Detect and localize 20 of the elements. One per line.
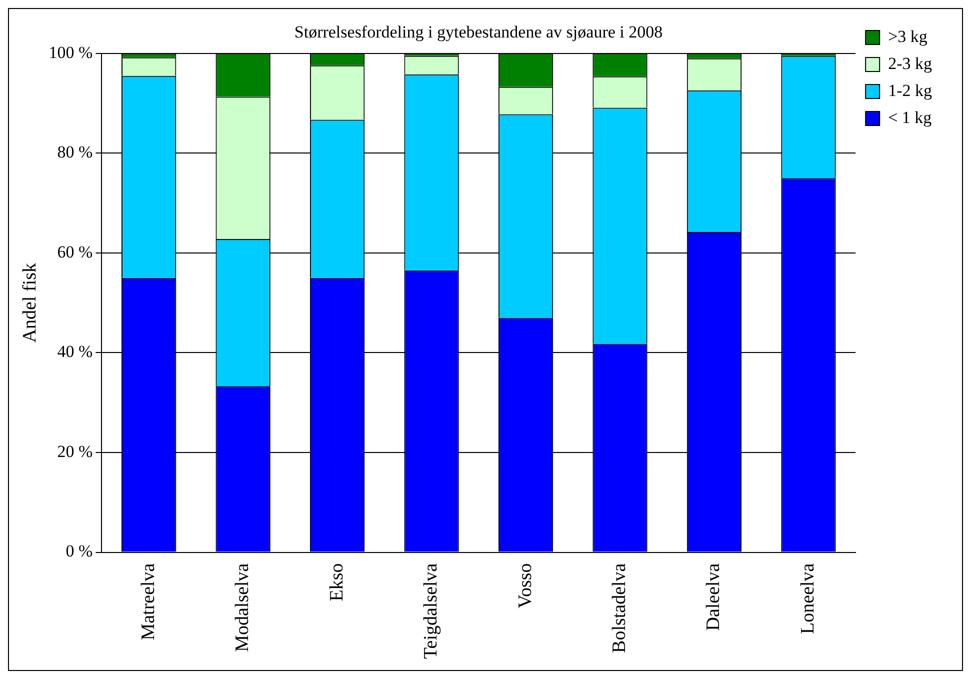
chart-title: Størrelsesfordeling i gytebestandene av sjøaure i 2008 <box>294 22 663 42</box>
y-tick-label: 100 % <box>48 42 93 62</box>
legend-label: < 1 kg <box>888 108 932 127</box>
y-tick-label: 20 % <box>57 442 93 461</box>
legend-label: 1-2 kg <box>888 80 932 100</box>
x-tick-label: Ekso <box>326 563 348 602</box>
y-tick-label: 80 % <box>57 142 93 162</box>
legend-label: 2-3 kg <box>888 54 932 73</box>
x-tick-label: Modalselva <box>232 562 254 652</box>
x-tick-label: Bolstadelva <box>608 562 630 653</box>
x-tick-label: Matreelva <box>138 562 159 640</box>
y-tick-label: 40 % <box>57 342 93 362</box>
x-tick-label: Loneelva <box>797 562 818 634</box>
x-tick-label: Vosso <box>514 563 536 608</box>
legend-label: >3 kg <box>888 26 928 46</box>
x-tick-label: Daleelva <box>703 562 724 631</box>
y-tick-label: 60 % <box>57 242 93 262</box>
y-axis-title: Andel fisk <box>19 262 40 343</box>
x-tick-label: Teigdalselva <box>420 562 442 660</box>
y-tick-label: 0 % <box>66 542 93 561</box>
